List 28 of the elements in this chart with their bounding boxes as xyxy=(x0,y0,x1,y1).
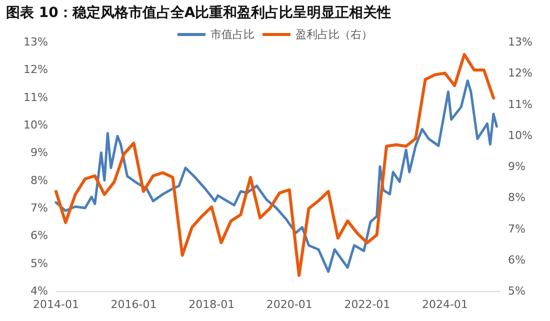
y-tick-label: 10% xyxy=(24,118,48,132)
y2-tick-label: 7% xyxy=(508,222,526,236)
x-tick-label: 2014-01 xyxy=(33,298,79,311)
y-tick-label: 9% xyxy=(30,146,48,160)
x-tick-label: 2016-01 xyxy=(110,298,157,311)
x-tick-label: 2018-01 xyxy=(188,298,235,311)
y-tick-label: 11% xyxy=(24,90,48,104)
y-tick-label: 5% xyxy=(30,256,48,270)
y2-tick-label: 10% xyxy=(508,128,532,142)
y-tick-label: 6% xyxy=(30,229,48,242)
y2-tick-label: 8% xyxy=(508,191,526,204)
legend-label: 市值占比 xyxy=(210,28,254,41)
y2-tick-label: 11% xyxy=(508,98,532,111)
y2-tick-label: 12% xyxy=(508,66,532,80)
chart-title: 图表 10：稳定风格市值占全A比重和盈利占比呈明显正相关性 xyxy=(6,4,392,22)
x-tick-label: 2024-01 xyxy=(422,298,468,311)
y-tick-label: 12% xyxy=(24,63,48,76)
y2-tick-label: 13% xyxy=(508,36,532,48)
y2-tick-label: 6% xyxy=(508,253,526,266)
x-tick-label: 2020-01 xyxy=(266,298,312,311)
legend-label: 盈利占比（右） xyxy=(296,28,372,41)
y-tick-label: 13% xyxy=(24,36,48,48)
y2-tick-label: 5% xyxy=(508,284,526,298)
y2-tick-label: 9% xyxy=(508,160,526,173)
x-tick-label: 2022-01 xyxy=(344,298,390,311)
y-tick-label: 7% xyxy=(30,202,48,214)
y-tick-label: 8% xyxy=(30,174,48,187)
y-tick-label: 4% xyxy=(30,284,48,298)
